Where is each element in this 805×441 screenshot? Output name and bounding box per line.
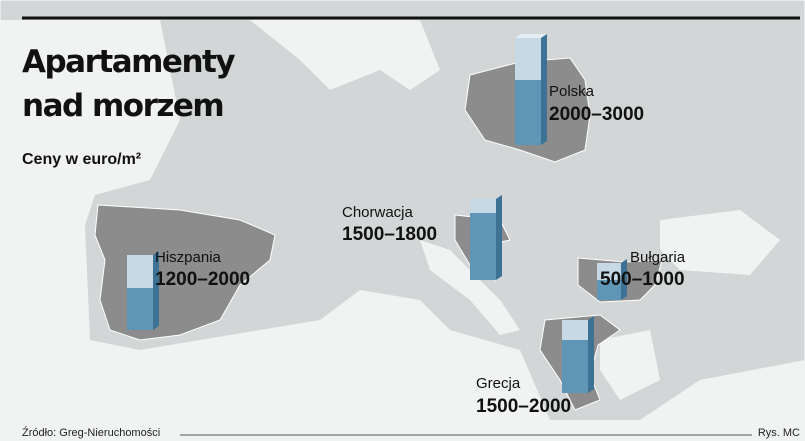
region-name: Bułgaria [630,249,686,266]
bar-hiszpania [127,251,159,330]
north-sea [250,20,440,90]
atlantic [0,20,805,441]
region-name: Grecja [476,375,521,392]
bars [127,34,627,393]
adriatic [420,240,520,335]
bar-grecja [562,316,594,393]
source: Źródło: Greg-Nieruchomości [22,426,160,439]
credit: Rys. MC [758,427,800,439]
title: Apartamenty [22,44,235,80]
bar-bulgaria [597,259,627,300]
region-price: 500–1000 [600,269,685,290]
region-price: 1500–1800 [342,224,437,245]
subtitle: Ceny w euro/m² [22,151,141,168]
bar-polska [515,34,547,145]
black-sea [660,210,780,275]
bar-chorwacja [470,195,502,280]
region-name: Chorwacja [342,204,414,221]
aegean [600,330,660,400]
region-price: 1200–2000 [155,269,250,290]
region-price: 1500–2000 [476,396,571,417]
region-price: 2000–3000 [549,104,644,125]
title: nad morzem [22,88,223,124]
region-name: Hiszpania [155,249,222,266]
region-name: Polska [549,83,595,100]
